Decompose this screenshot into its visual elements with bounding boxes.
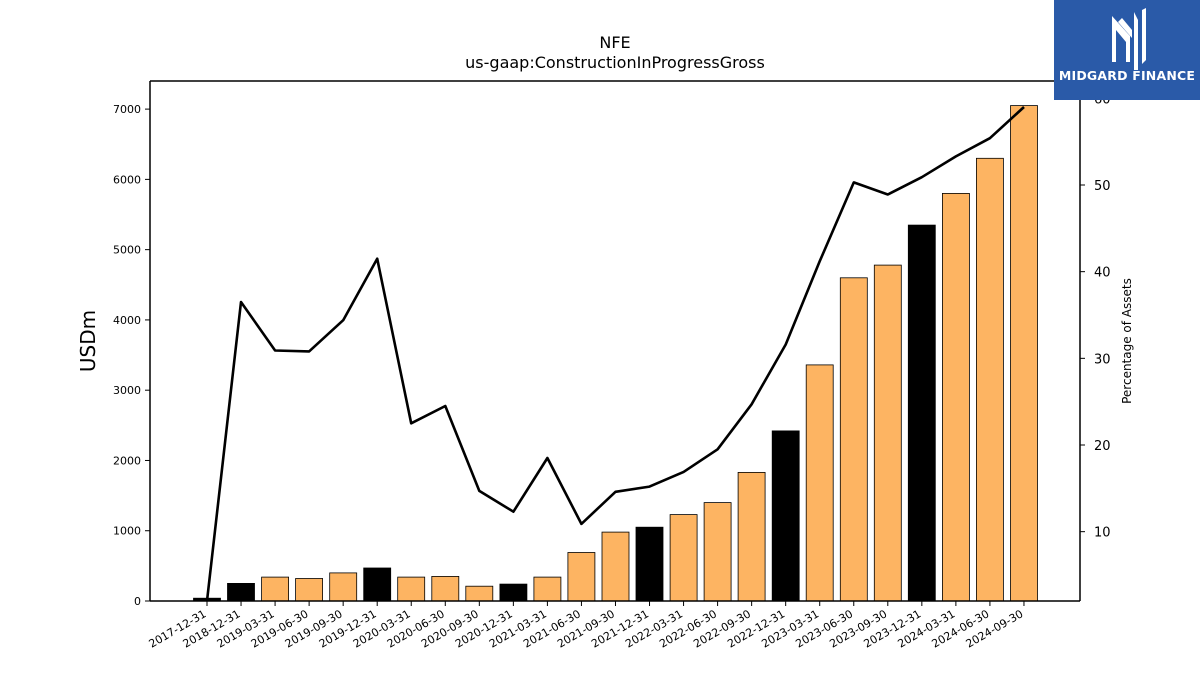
- bar: [533, 576, 562, 602]
- chart-subtitle: us-gaap:ConstructionInProgressGross: [465, 53, 765, 72]
- brand-name: MIDGARD FINANCE: [1058, 68, 1196, 83]
- midgard-logo-icon: [1112, 8, 1146, 70]
- bar: [295, 578, 324, 602]
- y2-tick-label: 50: [1094, 179, 1111, 194]
- bar: [465, 585, 494, 602]
- bar: [737, 471, 766, 602]
- bar: [601, 531, 630, 602]
- bar: [261, 576, 290, 602]
- y2-tick-label: 40: [1094, 266, 1111, 281]
- bar: [499, 583, 528, 602]
- bar: [839, 277, 868, 602]
- bar: [227, 583, 255, 602]
- bar: [942, 192, 970, 602]
- y-tick-label: 7000: [113, 103, 141, 116]
- y2-tick-label: 20: [1094, 439, 1111, 454]
- y-tick-label: 5000: [113, 244, 141, 257]
- bar: [805, 364, 834, 602]
- y-tick-label: 6000: [113, 173, 141, 186]
- bar: [873, 264, 902, 602]
- chart-title: NFE: [599, 33, 630, 52]
- y-tick-label: 1000: [113, 525, 141, 538]
- y-axis-label: USDm: [76, 310, 100, 372]
- y-tick-label: 2000: [113, 454, 141, 467]
- bar: [567, 552, 596, 602]
- bar: [703, 502, 732, 602]
- brand-logo: MIDGARD FINANCE: [1054, 0, 1200, 100]
- y2-tick-label: 10: [1094, 526, 1111, 541]
- bar: [329, 572, 358, 602]
- bar: [976, 157, 1004, 602]
- plot-area: 0100020003000400050006000700010203040506…: [113, 80, 1111, 651]
- bar: [397, 576, 426, 602]
- y-tick-label: 0: [134, 595, 141, 608]
- y-tick-label: 4000: [113, 314, 141, 327]
- bar: [635, 526, 664, 602]
- bar: [771, 430, 800, 602]
- bar: [1010, 105, 1038, 602]
- bar: [907, 224, 936, 602]
- y-tick-label: 3000: [113, 384, 141, 397]
- y2-tick-label: 30: [1094, 352, 1111, 367]
- y2-axis-label: Percentage of Assets: [1120, 278, 1134, 404]
- bar: [669, 514, 698, 602]
- bar: [431, 576, 460, 602]
- bar: [363, 567, 392, 602]
